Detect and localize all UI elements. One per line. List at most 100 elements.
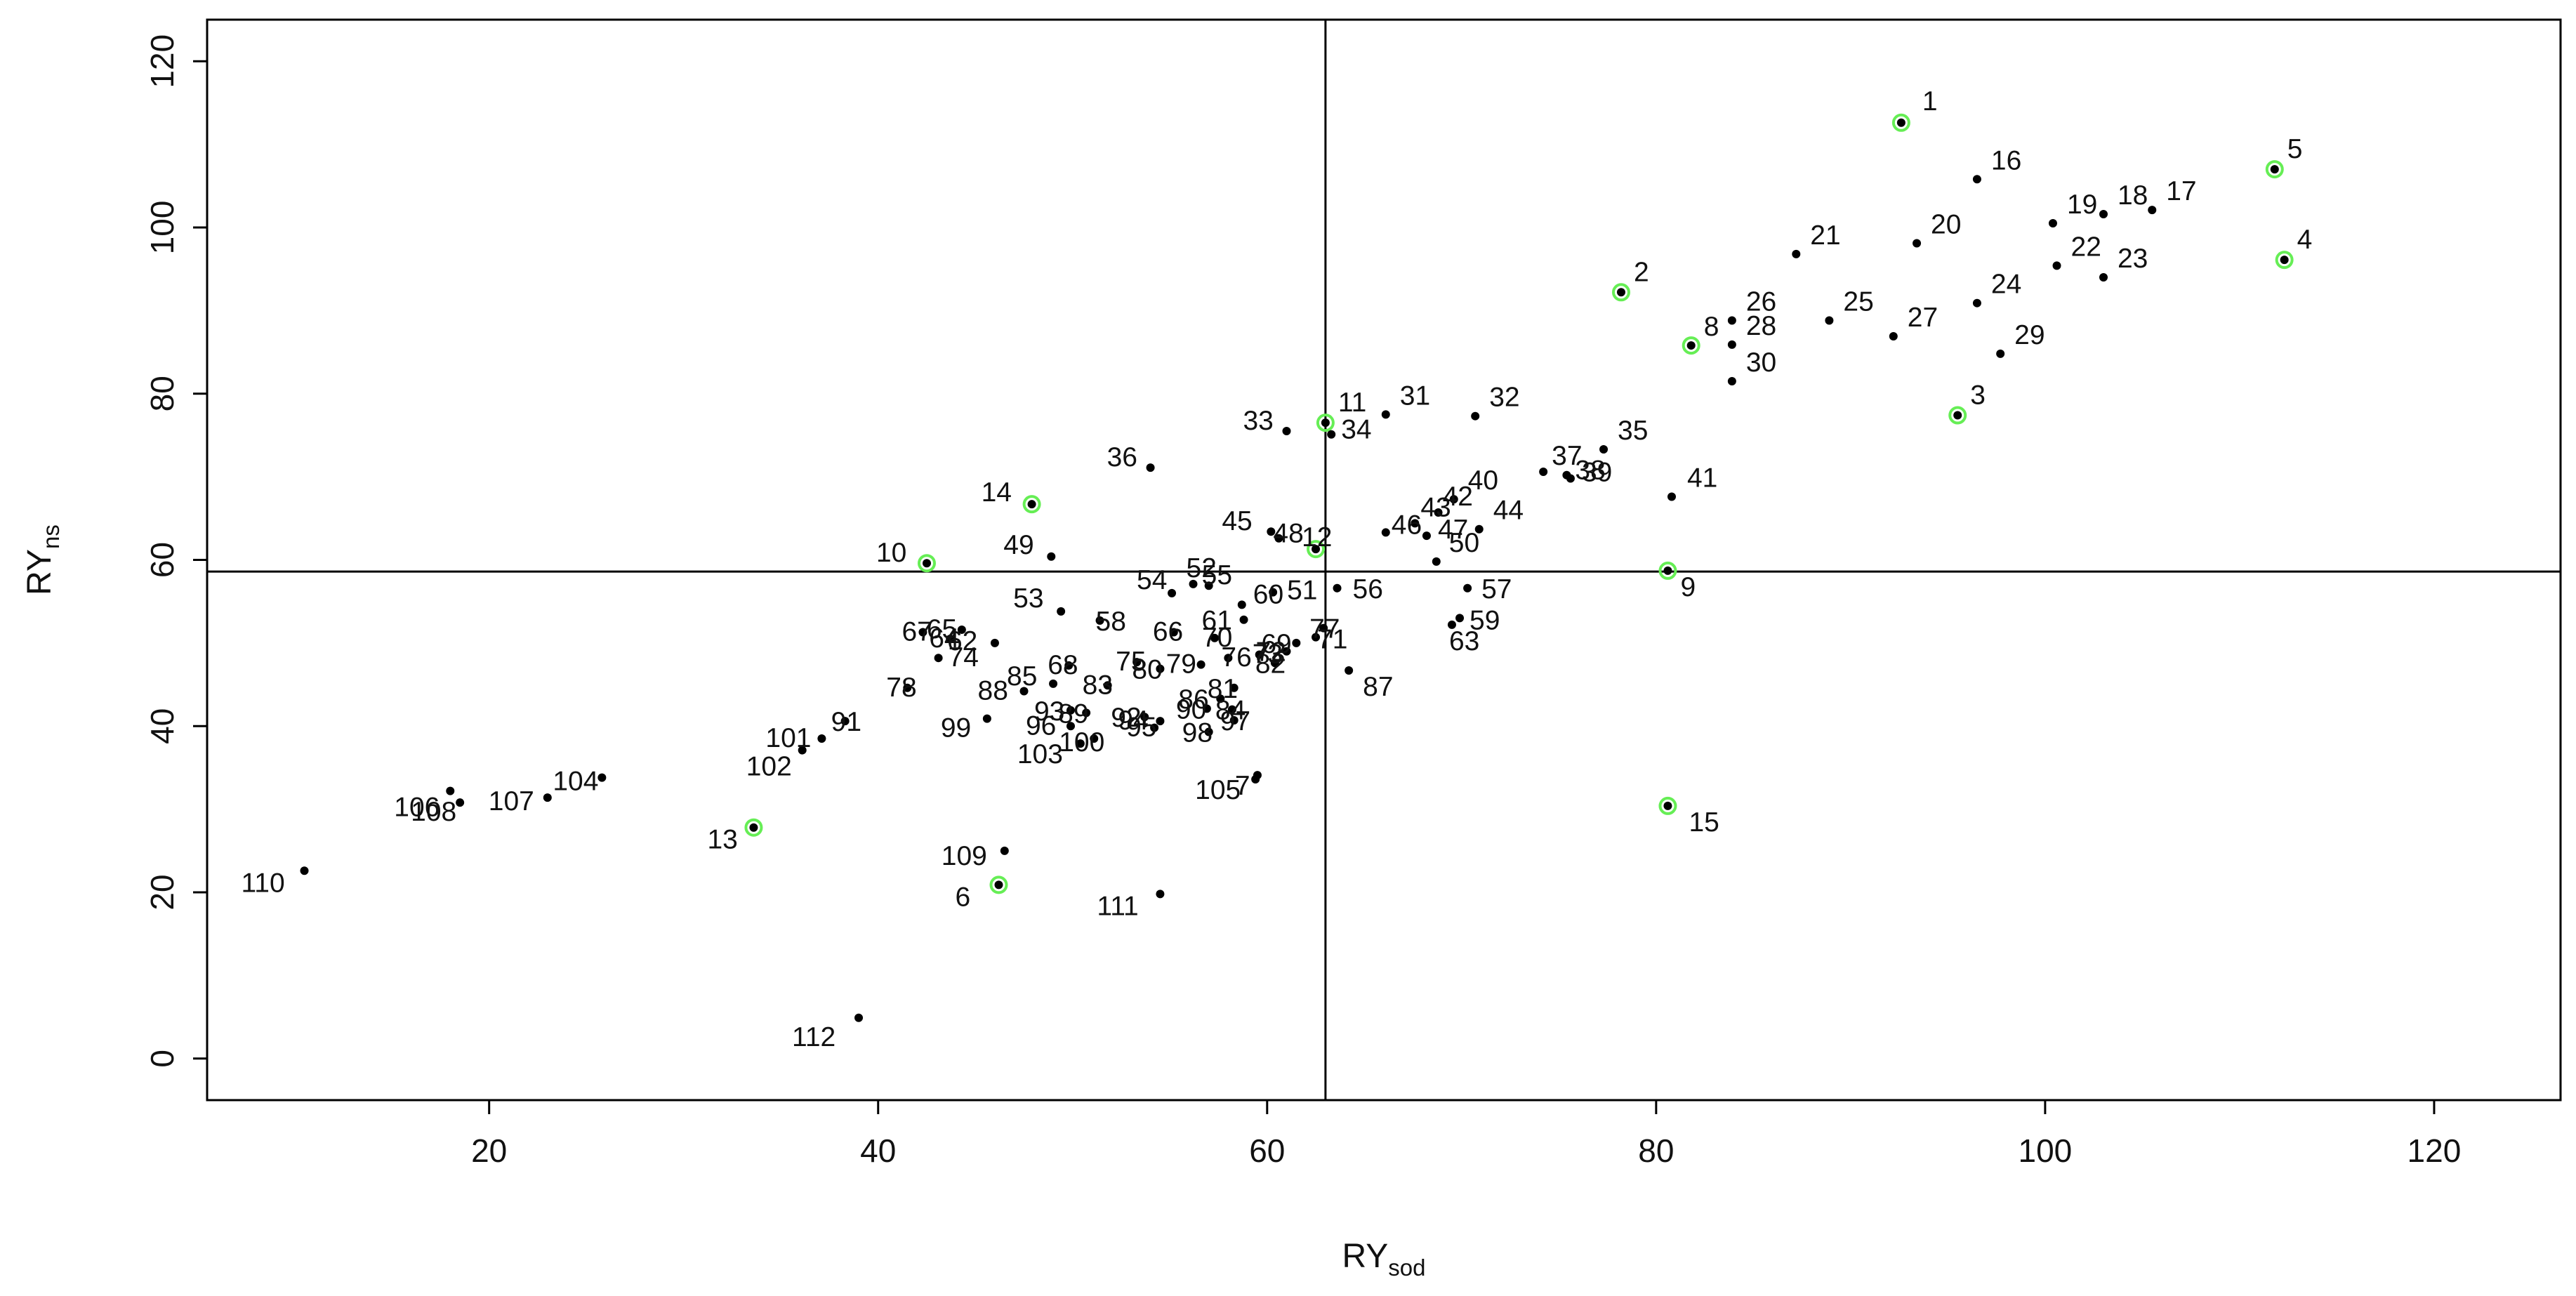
data-label: 31 xyxy=(1400,381,1430,411)
data-point-highlight-ring xyxy=(1316,414,1335,432)
data-label: 85 xyxy=(1007,661,1037,692)
data-point xyxy=(1274,534,1283,543)
data-point-marker xyxy=(1255,650,1264,659)
data-label: 60 xyxy=(1253,579,1283,609)
data-point xyxy=(1076,739,1085,748)
data-label: 88 xyxy=(978,676,1008,706)
data-label: 67 xyxy=(901,616,932,647)
data-point xyxy=(1156,890,1165,899)
data-point-marker xyxy=(903,683,912,692)
data-point-marker xyxy=(1422,531,1431,541)
data-point xyxy=(1825,316,1834,325)
data-label: 44 xyxy=(1493,496,1524,526)
data-point-marker xyxy=(1140,713,1149,722)
data-point xyxy=(1889,332,1898,341)
data-label: 39 xyxy=(1582,457,1612,487)
data-point-marker xyxy=(1204,727,1213,736)
data-label: 12 xyxy=(1302,522,1332,553)
data-label: 42 xyxy=(1443,482,1473,512)
data-label: 104 xyxy=(553,767,598,797)
data-point-marker xyxy=(1169,628,1178,637)
y-axis-label-main: RY xyxy=(21,549,58,595)
data-label: 98 xyxy=(1182,718,1213,748)
data-label: 77 xyxy=(1309,614,1340,644)
data-label: 65 xyxy=(927,614,957,644)
y-axis: 0 20 40 60 80 100 120 xyxy=(144,34,207,1068)
data-point-marker xyxy=(1913,239,1922,248)
data-label: 27 xyxy=(1908,303,1938,333)
data-point-marker xyxy=(798,746,807,755)
data-point xyxy=(1255,650,1264,659)
data-point-marker xyxy=(1019,687,1029,696)
data-point xyxy=(1090,734,1099,743)
data-point-marker xyxy=(749,823,758,832)
data-point-marker xyxy=(1076,739,1085,748)
data-point-marker xyxy=(1168,588,1177,597)
data-label: 23 xyxy=(2118,244,2148,274)
data-point xyxy=(1449,495,1458,504)
data-point xyxy=(1282,427,1291,436)
data-label: 30 xyxy=(1746,348,1776,378)
data-label: 107 xyxy=(489,786,534,816)
x-axis-label-main: RY xyxy=(1342,1238,1388,1275)
data-label: 71 xyxy=(1317,625,1347,655)
data-label: 48 xyxy=(1273,519,1303,549)
data-label: 61 xyxy=(1202,606,1232,636)
data-label: 82 xyxy=(1255,649,1286,679)
data-point-marker xyxy=(1274,534,1283,543)
data-point-marker xyxy=(1566,474,1575,483)
data-point xyxy=(1667,492,1676,501)
data-point xyxy=(1066,722,1075,731)
data-point-marker xyxy=(1312,545,1321,554)
data-point-marker xyxy=(934,654,943,663)
y-tick-label: 20 xyxy=(144,874,180,910)
data-label: 73 xyxy=(1253,639,1283,669)
data-point xyxy=(1434,508,1443,517)
data-point-marker xyxy=(2052,261,2061,270)
data-point xyxy=(1270,659,1279,668)
data-label: 68 xyxy=(1048,650,1078,680)
data-point-marker xyxy=(1224,654,1233,663)
data-point xyxy=(1224,654,1233,663)
data-point xyxy=(1447,620,1456,629)
data-point-marker xyxy=(1239,615,1248,624)
data-label: 74 xyxy=(949,642,979,673)
data-label: 86 xyxy=(1178,685,1208,715)
data-point-marker xyxy=(1095,616,1104,625)
data-point-marker xyxy=(854,1013,864,1022)
data-point xyxy=(2052,261,2061,270)
data-point xyxy=(1189,579,1198,588)
data-label: 69 xyxy=(1261,629,1291,659)
data-label: 35 xyxy=(1618,416,1648,446)
data-point-marker xyxy=(982,714,991,723)
data-point xyxy=(1239,615,1248,624)
data-label: 26 xyxy=(1746,287,1776,317)
data-label: 43 xyxy=(1420,492,1451,522)
data-label: 59 xyxy=(1469,605,1500,635)
data-point-marker xyxy=(1066,722,1075,731)
data-point xyxy=(1146,463,1155,472)
data-point xyxy=(1381,410,1390,419)
data-point xyxy=(1229,683,1239,692)
data-point-marker xyxy=(1727,316,1736,325)
data-point xyxy=(2099,272,2108,282)
data-label: 2 xyxy=(1634,257,1649,287)
data-point xyxy=(1682,336,1700,355)
data-label: 105 xyxy=(1195,775,1241,805)
data-point-highlight-ring xyxy=(1611,283,1630,302)
data-label: 79 xyxy=(1166,649,1196,680)
data-label: 7 xyxy=(1235,771,1250,801)
data-point-marker xyxy=(994,880,1003,890)
data-point-marker xyxy=(1663,801,1672,810)
data-point-marker xyxy=(1064,661,1074,670)
data-point xyxy=(2148,206,2157,215)
data-point-marker xyxy=(1411,519,1420,528)
data-point xyxy=(1269,588,1278,597)
data-point xyxy=(1169,628,1178,637)
data-point-marker xyxy=(1090,734,1099,743)
data-point-marker xyxy=(300,866,309,875)
data-point xyxy=(990,638,999,647)
y-tick-label: 100 xyxy=(144,201,180,255)
data-label: 84 xyxy=(1215,696,1246,726)
